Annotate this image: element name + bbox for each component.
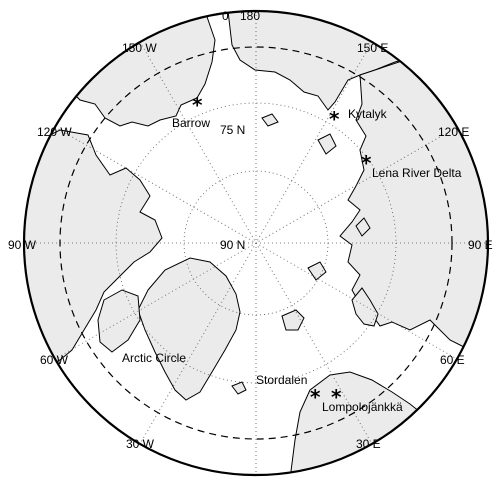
- lon-label-60w: 60 W: [40, 353, 69, 367]
- lon-label-90w: 90 W: [8, 238, 37, 252]
- map-frame: [22, 9, 490, 477]
- lon-label-60e: 60 E: [440, 353, 465, 367]
- severnaya-zemlya-island: [355, 217, 371, 237]
- site-label-lompolojankka: Lompolojänkkä: [322, 400, 403, 414]
- site-lompolojankka: * Lompolojänkkä: [322, 385, 403, 414]
- lat-label-75n: 75 N: [220, 123, 245, 137]
- baffin-island: [97, 289, 141, 353]
- lon-label-120w: 120 W: [37, 125, 72, 139]
- site-marker: *: [361, 151, 372, 175]
- meridian-120: [54, 126, 458, 360]
- lon-label-120e: 120 E: [438, 125, 469, 139]
- lon-label-150e: 150 E: [357, 41, 388, 55]
- lon-label-150w: 150 W: [122, 41, 157, 55]
- franz-josef-island: [307, 261, 327, 281]
- new-siberian-island: [317, 133, 337, 155]
- lon-label-0: 0: [222, 9, 229, 23]
- lat-label-90n: 90 N: [220, 238, 245, 252]
- site-lena-river-delta: * Lena River Delta: [361, 151, 462, 180]
- svalbard-island: [281, 309, 305, 331]
- site-marker: *: [329, 107, 340, 131]
- site-marker: *: [310, 385, 321, 409]
- graticule: [24, 11, 488, 475]
- site-label-stordalen: Stordalen: [256, 373, 307, 387]
- site-marker: *: [331, 385, 342, 409]
- lon-label-180: 180: [240, 9, 260, 23]
- greenland-landmass: [137, 257, 241, 401]
- site-label-kytalyk: Kytalyk: [348, 107, 388, 121]
- longitude-labels: 0 180 150 W 150 E 120 W 120 E 90 W 90 E …: [8, 9, 493, 451]
- wrangel-island: [261, 113, 279, 127]
- iceland-island: [231, 381, 247, 395]
- site-barrow: * Barrow: [172, 93, 210, 130]
- site-label-barrow: Barrow: [172, 116, 210, 130]
- arctic-circle-label: Arctic Circle: [122, 351, 186, 365]
- site-label-lena-river-delta: Lena River Delta: [372, 166, 462, 180]
- lon-label-30e: 30 E: [356, 437, 381, 451]
- site-stordalen: Stordalen *: [256, 373, 321, 409]
- site-marker: *: [192, 93, 203, 117]
- arctic-circle-line: [59, 46, 453, 440]
- novaya-zemlya-island: [351, 287, 379, 327]
- lon-label-90e: 90 E: [468, 238, 493, 252]
- site-kytalyk: * Kytalyk: [329, 107, 388, 131]
- lon-label-30w: 30 W: [126, 437, 155, 451]
